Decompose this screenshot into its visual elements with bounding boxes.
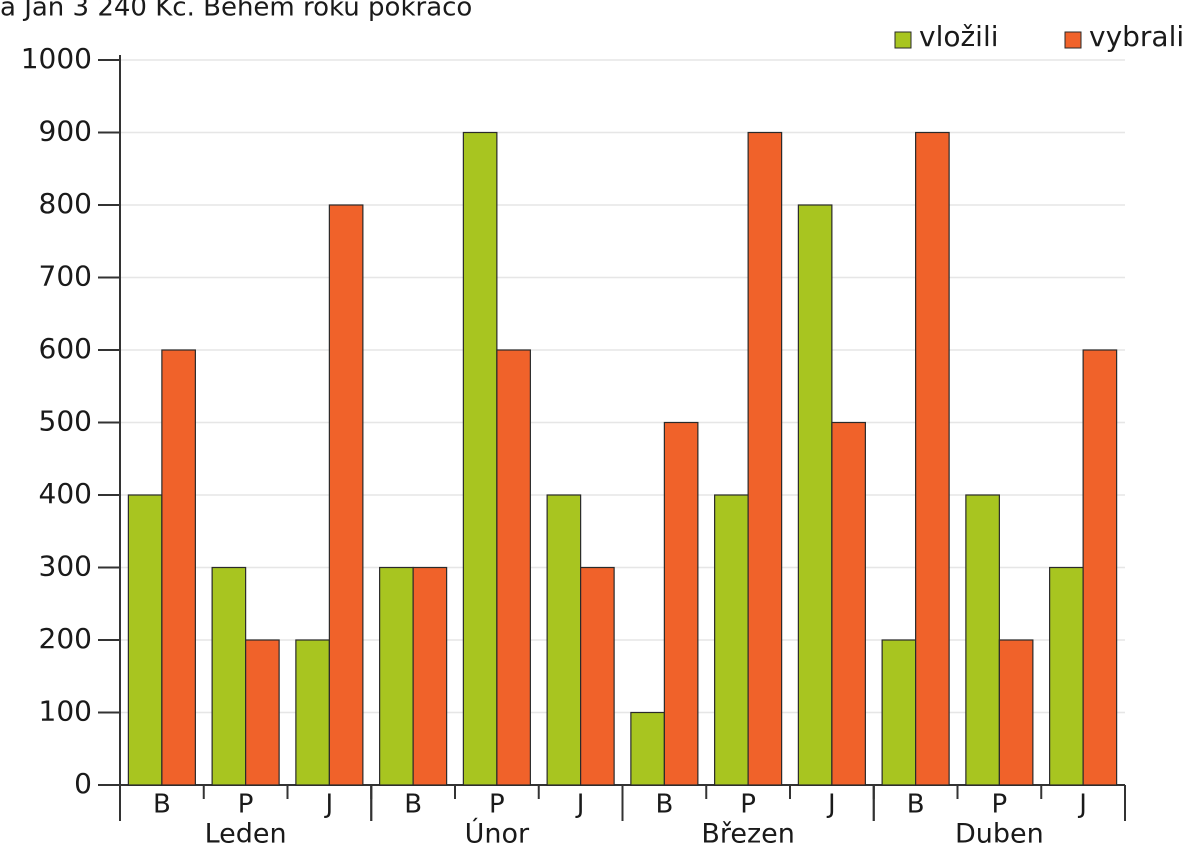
- bar: [295, 639, 330, 786]
- bar: [998, 639, 1034, 786]
- bar: [663, 421, 699, 786]
- bar: [328, 204, 364, 786]
- bar: [965, 494, 1000, 786]
- y-tick-label: 500: [39, 405, 92, 438]
- y-tick-label: 200: [39, 622, 92, 655]
- header-fragment: a Jan 3 240 Kč. Během roku pokračo: [0, 0, 472, 23]
- group-label: Únor: [465, 818, 530, 850]
- y-tick-label: 700: [39, 260, 92, 293]
- bar: [546, 494, 582, 786]
- y-tick-label: 800: [39, 187, 92, 220]
- bar: [379, 566, 414, 786]
- legend-swatch: [894, 31, 912, 49]
- y-tick-label: 0: [74, 767, 92, 800]
- x-tick-label: B: [404, 790, 422, 820]
- x-tick-label: J: [826, 790, 836, 820]
- bar: [127, 494, 163, 786]
- x-tick-label: J: [324, 790, 334, 820]
- x-tick-label: P: [992, 790, 1008, 820]
- bar: [831, 421, 866, 786]
- y-tick-label: 900: [39, 115, 92, 148]
- bar: [881, 639, 917, 786]
- group-label: Březen: [701, 819, 795, 850]
- x-tick-label: P: [238, 790, 254, 820]
- x-tick-label: P: [740, 790, 756, 820]
- bar: [797, 204, 833, 786]
- bar: [915, 131, 950, 786]
- x-tick-label: B: [655, 790, 673, 820]
- x-tick-label: J: [1077, 790, 1087, 820]
- x-tick-label: B: [153, 790, 171, 820]
- bar: [161, 349, 196, 786]
- bar: [580, 566, 615, 786]
- bar: [496, 349, 531, 786]
- y-tick-label: 100: [39, 695, 92, 728]
- y-tick-label: 600: [39, 332, 92, 365]
- y-tick-label: 1000: [21, 42, 92, 75]
- bar: [714, 494, 749, 786]
- y-tick-label: 400: [39, 477, 92, 510]
- legend-label: vložili: [919, 20, 999, 53]
- bar: [1049, 566, 1084, 786]
- legend: vložili vybrali: [894, 20, 1184, 53]
- group-label: Duben: [955, 819, 1044, 850]
- x-tick-label: P: [489, 790, 505, 820]
- x-tick-label: B: [907, 790, 925, 820]
- x-tick-label: J: [575, 790, 585, 820]
- y-tick-label: 300: [39, 550, 92, 583]
- bar: [630, 711, 665, 786]
- legend-label: vybrali: [1089, 20, 1184, 53]
- legend-swatch: [1064, 31, 1082, 49]
- bar: [412, 566, 448, 786]
- bar: [462, 131, 498, 786]
- bar: [245, 639, 280, 786]
- bar: [747, 131, 783, 786]
- group-label: Leden: [205, 819, 287, 850]
- bar: [1082, 349, 1118, 786]
- bar: [211, 566, 247, 786]
